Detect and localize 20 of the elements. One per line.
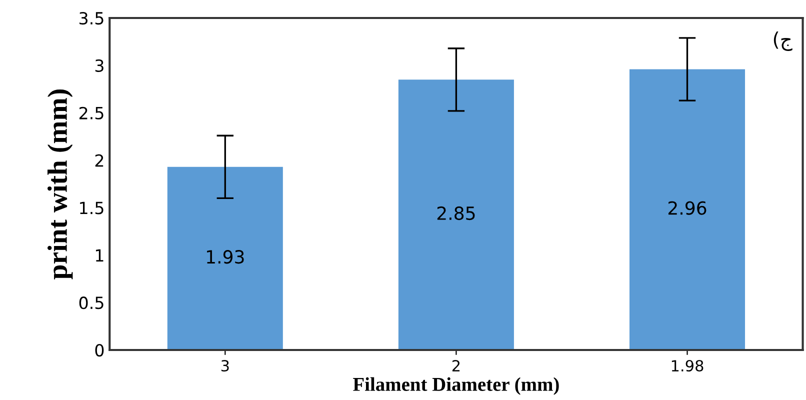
x-tick-label: 1.98 — [672, 360, 704, 372]
bar — [629, 69, 746, 350]
bar — [167, 166, 283, 350]
data-label: 2.85 — [437, 206, 475, 220]
y-tick-label: 3 — [95, 59, 104, 72]
bar — [398, 80, 514, 350]
x-tick-label: 2 — [452, 360, 460, 372]
y-tick-label: 1.5 — [80, 202, 104, 214]
y-tick-label: 1 — [96, 249, 104, 262]
y-tick-label: 0 — [95, 344, 104, 357]
y-tick-label: 2 — [95, 154, 104, 167]
data-label: 2.96 — [668, 201, 706, 215]
annotation: (ج — [774, 31, 792, 51]
data-label: 1.93 — [207, 250, 244, 264]
y-axis-title: print with (mm) — [48, 90, 73, 280]
y-tick-label: 0.5 — [79, 296, 104, 310]
y-tick-label: 2.5 — [79, 106, 104, 120]
x-axis-title: Filament Diameter (mm) — [353, 377, 559, 395]
x-tick-label: 3 — [221, 360, 229, 372]
y-tick-label: 3.5 — [80, 12, 104, 25]
